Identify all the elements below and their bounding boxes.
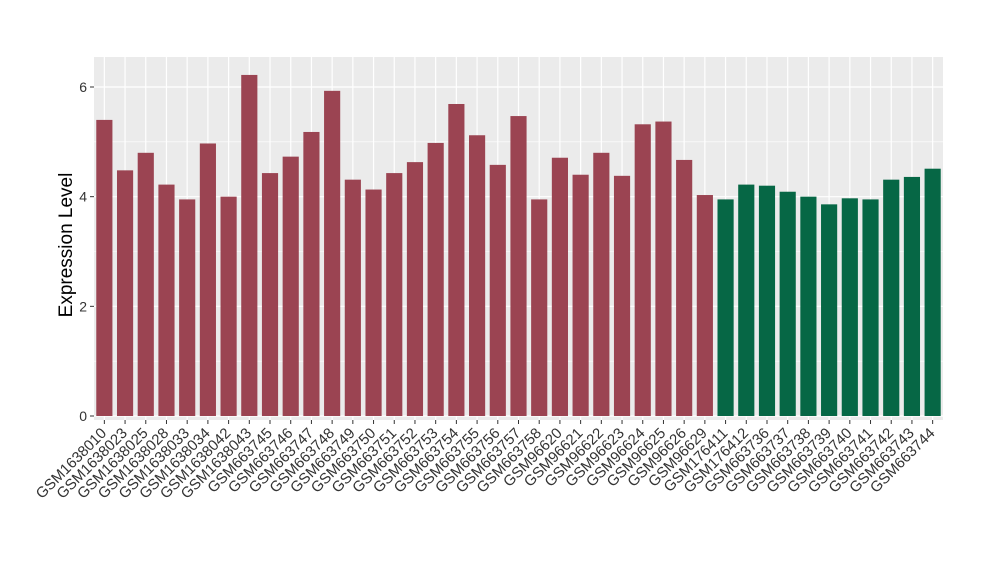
bar-GSM1638023	[116, 170, 134, 416]
bar-GSM1638010	[96, 119, 113, 417]
bar-GSM663755	[469, 135, 486, 416]
bar-GSM176411	[717, 199, 734, 416]
y-tick-label: 0	[79, 408, 87, 424]
bar-GSM663756	[489, 164, 506, 416]
y-tick-label: 4	[79, 189, 87, 205]
bars	[96, 74, 941, 417]
bar-GSM663737	[779, 191, 796, 416]
bar-GSM96624	[634, 124, 651, 416]
bar-GSM96620	[551, 157, 568, 417]
bar-GSM96621	[572, 174, 589, 416]
bar-GSM663750	[365, 189, 382, 416]
bar-GSM663752	[406, 162, 424, 416]
bar-GSM663753	[427, 142, 444, 416]
bar-GSM663758	[531, 199, 548, 416]
bar-GSM663748	[324, 90, 341, 417]
bar-GSM663745	[261, 173, 279, 416]
x-axis: GSM1638010GSM1638023GSM1638025GSM1638028…	[33, 420, 938, 502]
bar-GSM663744	[924, 168, 941, 416]
bar-GSM663742	[883, 179, 900, 416]
bar-GSM663749	[344, 179, 361, 416]
y-axis: 0 2 4 6	[79, 79, 94, 424]
bar-GSM663754	[448, 103, 465, 416]
bar-GSM1638043	[241, 74, 258, 416]
y-axis-label: Expression Level	[56, 173, 77, 318]
bar-GSM176412	[738, 184, 755, 416]
bar-GSM1638033	[179, 199, 196, 416]
bar-GSM96629	[696, 195, 713, 416]
y-tick-label: 6	[79, 79, 87, 95]
bar-GSM1638034	[199, 143, 216, 416]
bar-GSM96626	[676, 159, 693, 416]
bar-GSM96622	[593, 152, 610, 417]
bar-GSM663751	[386, 173, 403, 416]
bar-GSM663741	[862, 199, 879, 416]
bar-GSM663746	[282, 156, 299, 416]
bar-GSM1638042	[220, 196, 237, 416]
bar-GSM1638025	[137, 152, 154, 417]
bar-GSM663736	[758, 185, 776, 416]
bar-GSM663738	[800, 196, 817, 416]
bar-GSM1638028	[158, 184, 175, 416]
bar-GSM663740	[841, 198, 858, 416]
bar-GSM663757	[510, 116, 527, 416]
y-tick-label: 2	[79, 298, 87, 314]
bar-GSM96623	[613, 175, 631, 416]
bar-GSM663747	[303, 131, 320, 417]
bar-GSM663739	[821, 204, 838, 416]
bar-GSM663743	[903, 176, 921, 416]
bar-GSM96625	[655, 121, 672, 417]
